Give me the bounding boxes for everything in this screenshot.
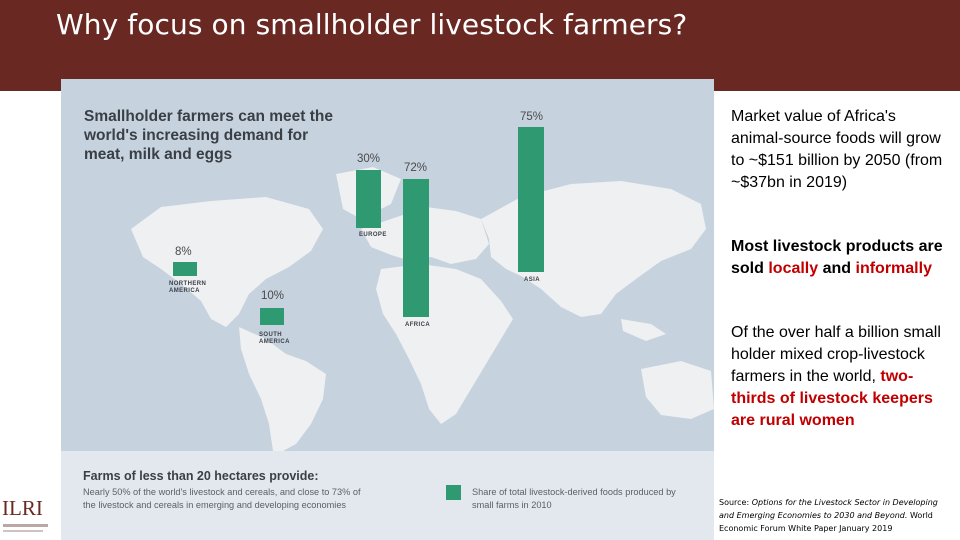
title-bar: Why focus on smallholder livestock farme…: [0, 0, 960, 91]
south-america-landmass: [239, 327, 326, 451]
footer-text: Nearly 50% of the world's livestock and …: [83, 487, 361, 510]
africa-bar: [403, 179, 429, 317]
asia-label: ASIA: [524, 277, 540, 283]
north-america-landmass: [131, 197, 323, 327]
side-paragraph-local-sales: Most livestock products are sold locally…: [731, 238, 943, 277]
legend-swatch: [446, 485, 461, 500]
infographic-footer: Farms of less than 20 hectares provide: …: [61, 451, 714, 540]
europe-percent: 30%: [357, 153, 381, 165]
northern-america-percent: 8%: [175, 246, 192, 258]
europe-label: EUROPE: [359, 232, 387, 238]
world-map: [61, 79, 714, 451]
infographic-heading: Smallholder farmers can meet the world's…: [84, 108, 333, 163]
asia-percent: 75%: [520, 111, 544, 123]
side-paragraph-market-value: Market value of Africa's animal-source f…: [731, 108, 943, 191]
se-asia-islands: [621, 319, 666, 341]
south-america-percent: 10%: [261, 290, 285, 302]
infographic: Smallholder farmers can meet the world's…: [61, 79, 714, 540]
legend-text: Share of total livestock-derived foods p…: [472, 487, 676, 510]
africa-label: AFRICA: [405, 322, 431, 328]
ilri-logo: ILRI: [0, 493, 50, 540]
south-america-label: SOUTH AMERICA: [259, 332, 290, 345]
northern-america-bar: [173, 262, 197, 276]
source-citation: Source: Options for the Livestock Sector…: [719, 498, 938, 533]
northern-america-label: NORTHERN AMERICA: [169, 281, 207, 294]
south-america-bar: [260, 308, 284, 325]
australia-landmass: [641, 361, 714, 419]
asia-bar: [518, 127, 544, 272]
africa-percent: 72%: [404, 162, 428, 174]
europe-bar: [356, 170, 381, 228]
side-paragraph-women-farmers: Of the over half a billion small holder …: [731, 324, 941, 429]
slide-title: Why focus on smallholder livestock farme…: [56, 8, 688, 41]
footer-heading: Farms of less than 20 hectares provide:: [83, 469, 319, 483]
